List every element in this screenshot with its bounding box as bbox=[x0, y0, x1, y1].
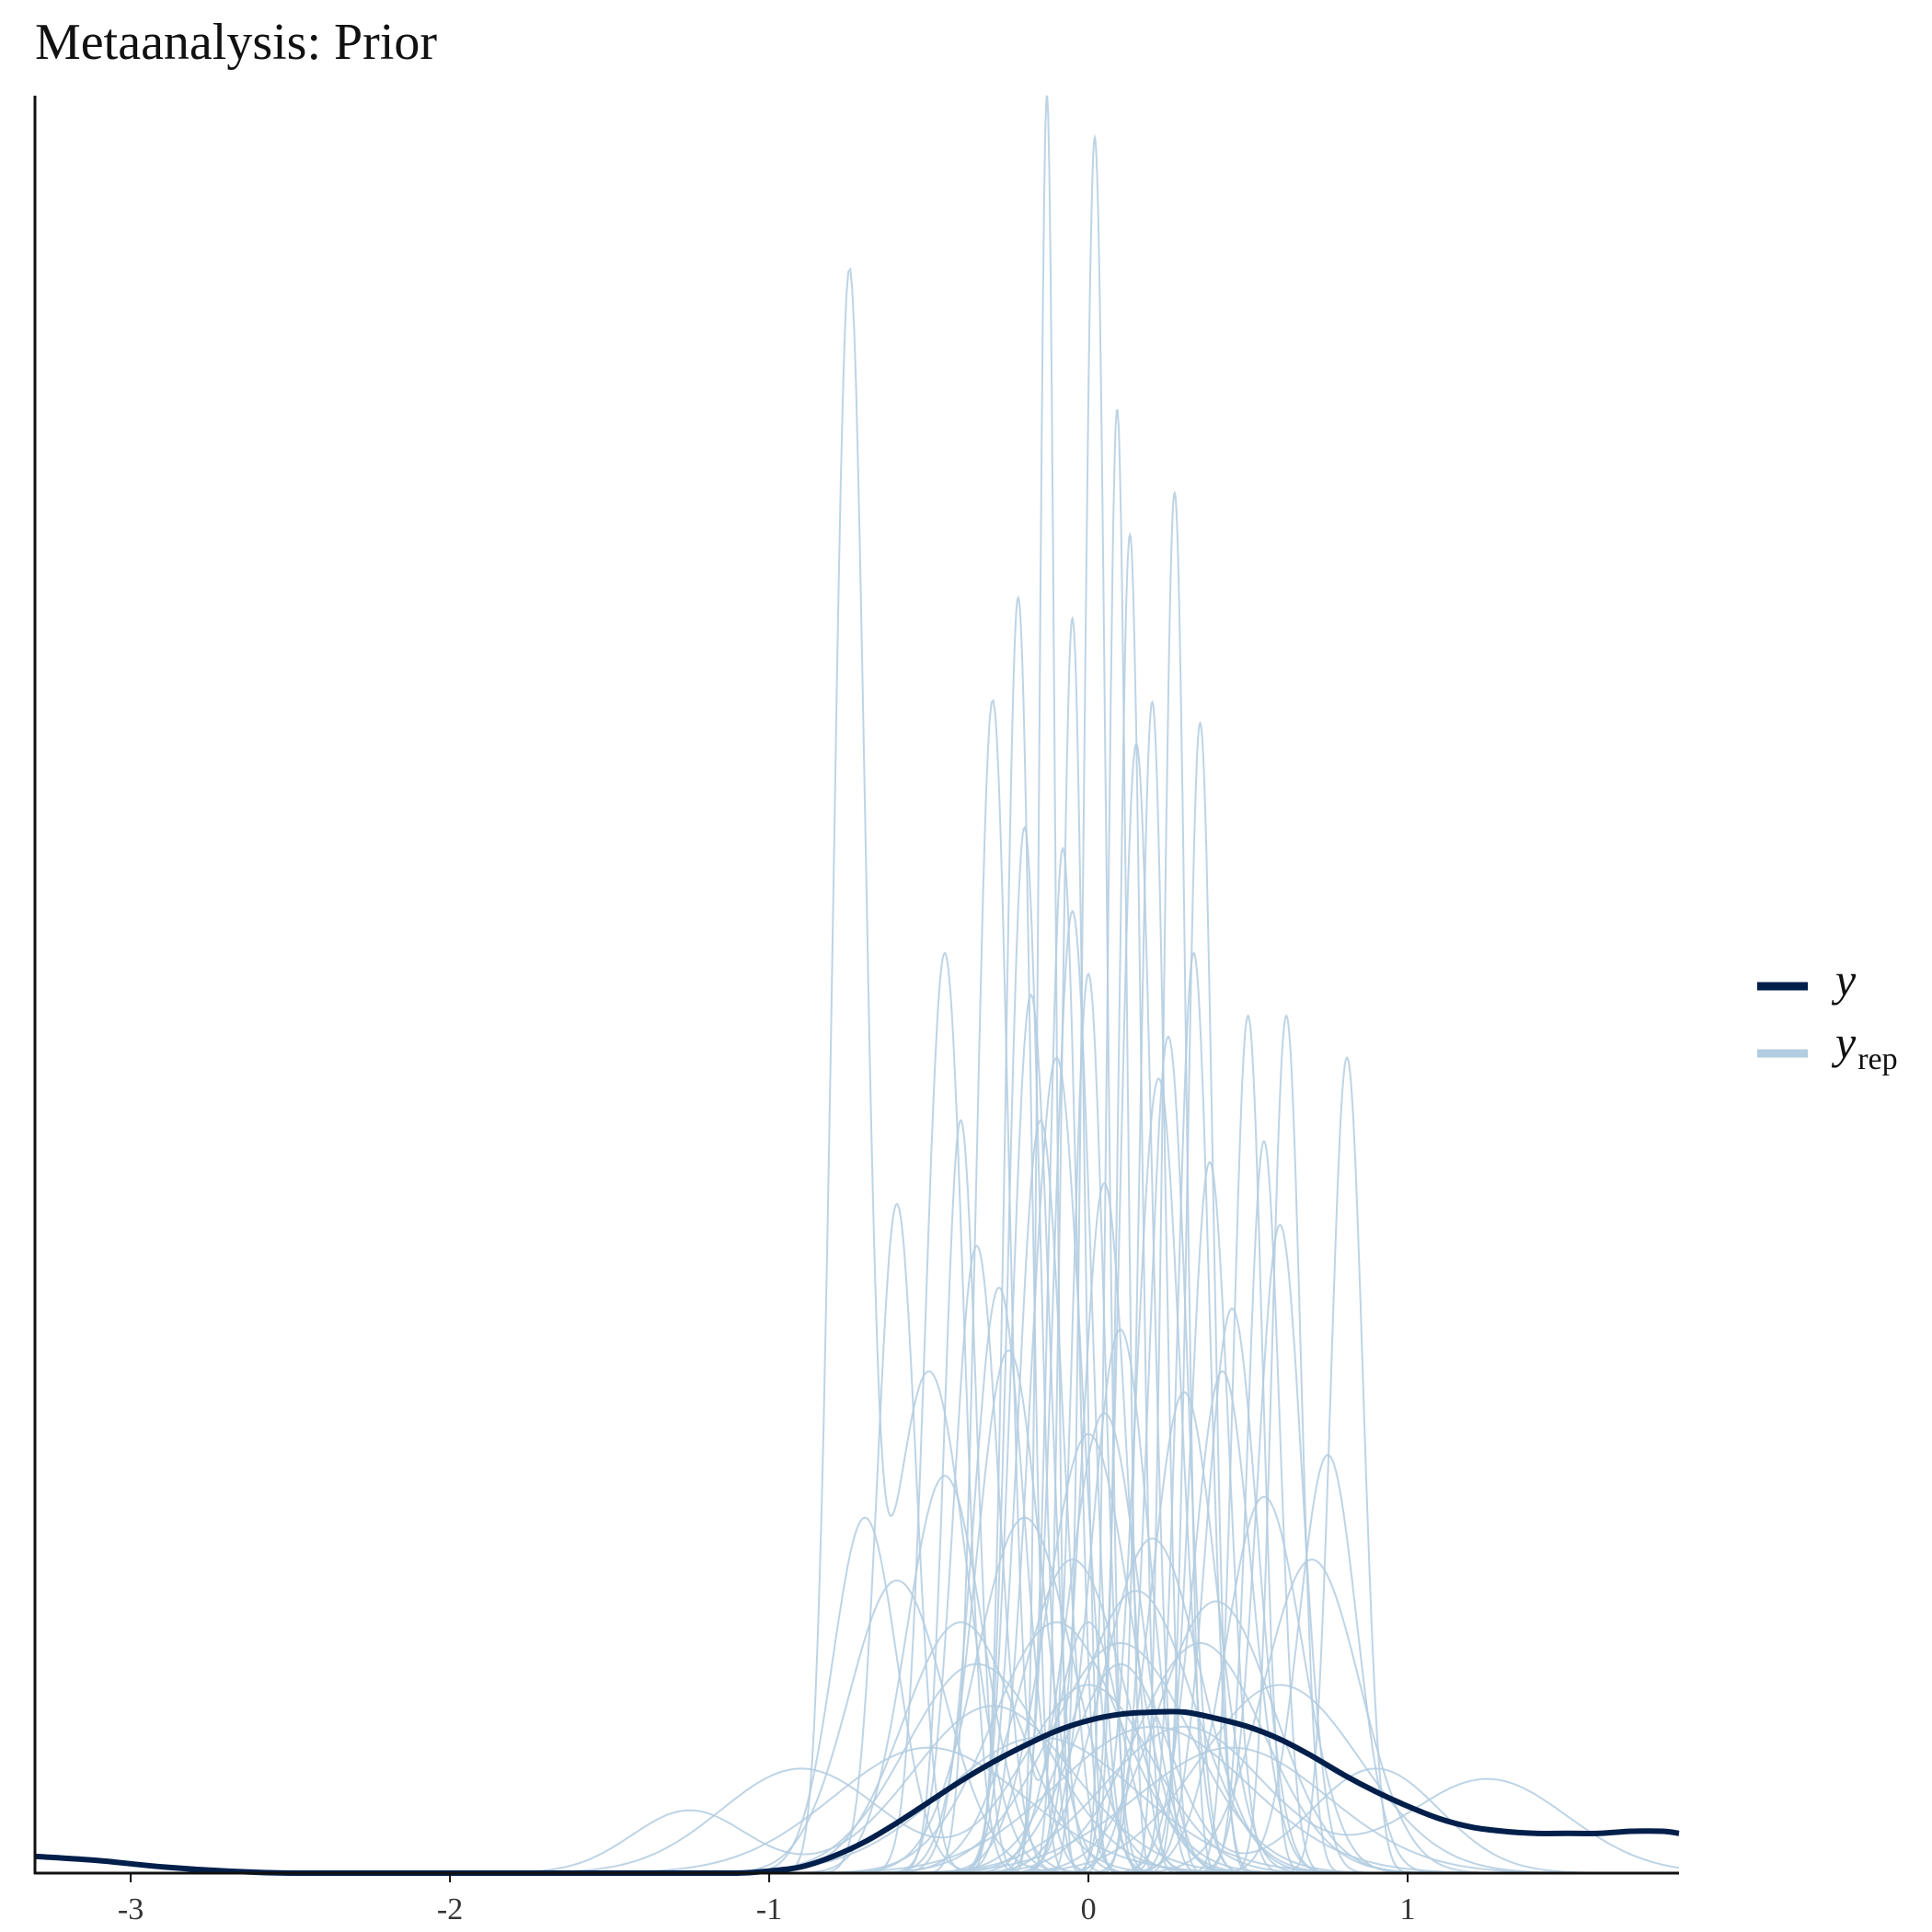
yrep-density-line bbox=[1130, 951, 1259, 1874]
legend-yrep-main: y bbox=[1831, 1017, 1857, 1068]
yrep-density-line bbox=[1200, 1140, 1328, 1874]
yrep-density-line bbox=[1110, 1495, 1418, 1874]
x-tick-label: 0 bbox=[1081, 1892, 1097, 1926]
yrep-density-line bbox=[896, 1119, 1025, 1874]
legend-yrep-subscript: rep bbox=[1857, 1042, 1897, 1076]
yrep-density-line bbox=[1100, 699, 1204, 1874]
yrep-density-line bbox=[1107, 1370, 1338, 1874]
yrep-density-line bbox=[906, 1590, 1366, 1874]
yrep-density-line bbox=[868, 1558, 1277, 1874]
yrep-density-line bbox=[1024, 972, 1153, 1874]
yrep-density-line bbox=[546, 1746, 1313, 1874]
yrep-density-line bbox=[1282, 1055, 1411, 1874]
yrep-density-line bbox=[1005, 846, 1121, 1874]
chart-title: Metaanalysis: Prior bbox=[35, 14, 437, 71]
yrep-density-line bbox=[791, 1475, 1098, 1874]
yrep-density-line bbox=[481, 1684, 1344, 1874]
yrep-density-line bbox=[944, 1641, 1456, 1874]
yrep-density-line bbox=[848, 1746, 1616, 1874]
x-tick-label: -3 bbox=[118, 1892, 144, 1926]
yrep-density-line bbox=[896, 1286, 1101, 1874]
yrep-density-line bbox=[960, 1537, 1344, 1874]
legend-yrep-label: yrep bbox=[1831, 1017, 1898, 1076]
yrep-density-line bbox=[1133, 1160, 1287, 1874]
yrep-density-line bbox=[865, 1725, 1680, 1874]
yrep-density-line bbox=[960, 1684, 1600, 1874]
x-tick-label: -2 bbox=[437, 1892, 463, 1926]
yrep-density-line bbox=[1091, 1035, 1246, 1874]
legend: y yrep bbox=[1757, 954, 1898, 1076]
yrep-density-line bbox=[459, 1705, 1312, 1874]
yrep-density-line bbox=[1190, 1014, 1306, 1874]
yrep-density-line bbox=[967, 594, 1070, 1874]
yrep-density-line bbox=[868, 951, 1022, 1874]
yrep-density-line bbox=[705, 1579, 1089, 1874]
yrep-density-line bbox=[1130, 489, 1220, 1874]
x-axis-ticks: -3 -2 -1 0 1 bbox=[118, 1873, 1416, 1926]
yrep-density-line bbox=[880, 1349, 1137, 1874]
yrep-density-line bbox=[963, 1411, 1246, 1874]
legend-y-label: y bbox=[1831, 954, 1857, 1006]
yrep-density-line bbox=[1213, 1454, 1443, 1874]
yrep-density-line bbox=[1228, 1014, 1344, 1874]
yrep-density-line bbox=[954, 993, 1108, 1874]
yrep-density-line bbox=[1027, 615, 1118, 1874]
yrep-density-line bbox=[769, 1725, 1535, 1874]
x-tick-label: 1 bbox=[1400, 1892, 1416, 1926]
yrep-density-line bbox=[737, 1516, 994, 1874]
x-tick-label: -1 bbox=[756, 1892, 782, 1926]
yrep-series-layer bbox=[459, 95, 1680, 1874]
